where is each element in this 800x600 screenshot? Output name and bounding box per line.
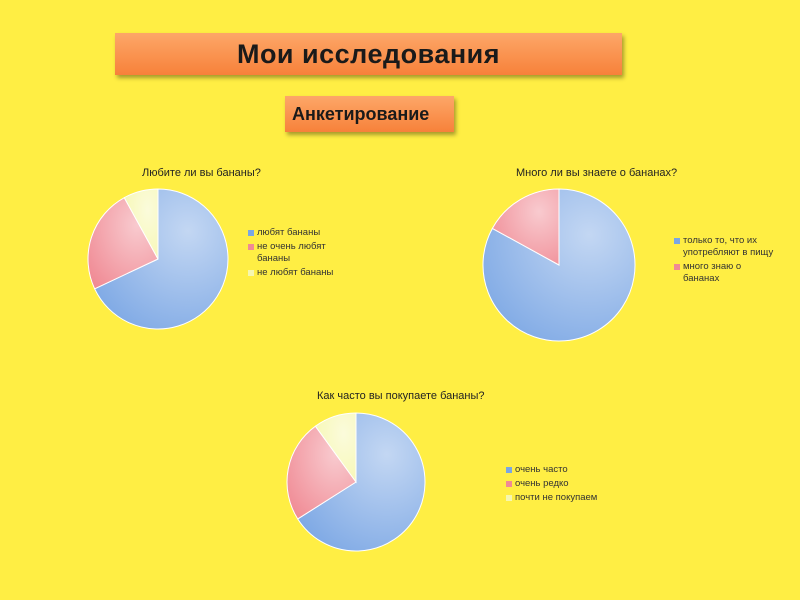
chart-1-legend: любят бананы не очень любят бананы не любя… bbox=[248, 227, 348, 281]
chart-2-legend: только то, что их употребляют в пищу мног… bbox=[674, 235, 774, 287]
legend-label: много знаю о бананах bbox=[683, 261, 742, 284]
pie-slice-highlight-1-2 bbox=[88, 197, 158, 289]
legend-item: почти не покупаем bbox=[506, 492, 626, 504]
legend-item: не любят бананы bbox=[248, 267, 348, 279]
chart-3-legend: очень часто очень редко почти не покупаем bbox=[506, 464, 626, 506]
legend-label: очень редко bbox=[515, 478, 569, 489]
legend-label: только то, что их употребляют в пищу bbox=[683, 235, 774, 258]
pie-slice-highlight-3-1 bbox=[297, 413, 425, 551]
legend-label: почти не покупаем bbox=[515, 492, 598, 503]
pie-slice-highlight-1-3 bbox=[124, 189, 158, 259]
legend-label: не очень любят бананы bbox=[257, 241, 326, 264]
legend-item: очень часто bbox=[506, 464, 626, 476]
pie-slice-highlight-1-1 bbox=[94, 189, 229, 329]
legend-item: очень редко bbox=[506, 478, 626, 490]
chart-1-title: Любите ли вы бананы? bbox=[142, 167, 261, 179]
legend-swatch bbox=[674, 238, 680, 244]
pie-slice-highlight-2-2 bbox=[492, 189, 559, 265]
pie-slice-highlight-3-2 bbox=[287, 426, 356, 519]
page-title: Мои исследования bbox=[115, 33, 622, 75]
legend-swatch bbox=[248, 230, 254, 236]
legend-label: не любят бананы bbox=[257, 267, 334, 278]
chart-1-pie bbox=[87, 188, 229, 330]
legend-swatch bbox=[506, 481, 512, 487]
section-label: Анкетирование bbox=[292, 104, 430, 124]
pie-slice-highlight-3-3 bbox=[315, 413, 356, 482]
legend-item: только то, что их употребляют в пищу bbox=[674, 235, 774, 259]
section-badge: Анкетирование bbox=[285, 96, 454, 132]
chart-2-pie bbox=[482, 188, 636, 342]
legend-swatch bbox=[506, 467, 512, 473]
legend-item: не очень любят бананы bbox=[248, 241, 348, 265]
legend-label: любят бананы bbox=[257, 227, 321, 238]
legend-item: любят бананы bbox=[248, 227, 348, 239]
chart-3-pie bbox=[286, 412, 426, 552]
chart-3-title: Как часто вы покупаете бананы? bbox=[317, 390, 485, 402]
legend-label: очень часто bbox=[515, 464, 568, 475]
legend-item: много знаю о бананах bbox=[674, 261, 774, 285]
legend-swatch bbox=[248, 270, 254, 276]
chart-2-title: Много ли вы знаете о бананах? bbox=[516, 167, 678, 179]
legend-swatch bbox=[506, 495, 512, 501]
legend-swatch bbox=[248, 244, 254, 250]
legend-swatch bbox=[674, 264, 680, 270]
